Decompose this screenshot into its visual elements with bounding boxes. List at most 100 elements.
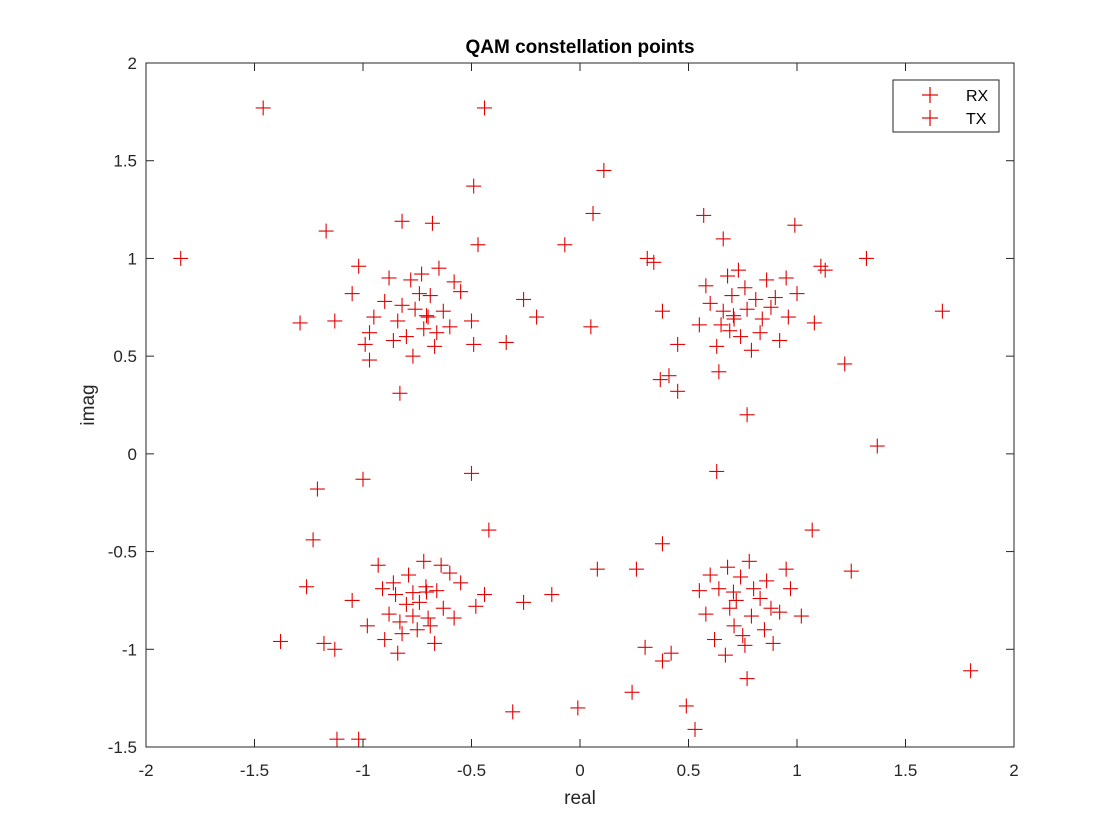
data-point-rx bbox=[739, 301, 755, 317]
data-point-rx bbox=[707, 632, 723, 648]
data-point-rx bbox=[789, 286, 805, 302]
y-tick-label: 0.5 bbox=[113, 347, 137, 366]
legend-item-tx: TX bbox=[922, 110, 987, 128]
data-point-rx bbox=[359, 618, 375, 634]
data-point-rx bbox=[351, 731, 367, 747]
legend-label-tx: TX bbox=[966, 111, 987, 128]
data-point-rx bbox=[713, 317, 729, 333]
data-point-rx bbox=[544, 587, 560, 603]
data-point-rx bbox=[529, 309, 545, 325]
data-point-rx bbox=[639, 250, 655, 266]
data-point-rx bbox=[778, 561, 794, 577]
data-point-rx bbox=[663, 645, 679, 661]
data-point-rx bbox=[370, 557, 386, 573]
data-point-rx bbox=[585, 205, 601, 221]
data-point-rx bbox=[765, 635, 781, 651]
data-point-rx bbox=[570, 700, 586, 716]
data-point-rx bbox=[557, 237, 573, 253]
data-point-tx bbox=[725, 584, 741, 600]
data-point-rx bbox=[728, 592, 744, 608]
data-point-rx bbox=[477, 587, 493, 603]
x-tick-label: 1.5 bbox=[894, 761, 918, 780]
x-tick-label: 0.5 bbox=[677, 761, 701, 780]
data-point-tx bbox=[419, 584, 435, 600]
data-point-rx bbox=[739, 407, 755, 423]
data-point-rx bbox=[344, 286, 360, 302]
data-point-rx bbox=[698, 606, 714, 622]
data-point-rx bbox=[661, 368, 677, 384]
data-point-rx bbox=[748, 291, 764, 307]
data-point-rx bbox=[793, 608, 809, 624]
data-point-rx bbox=[505, 704, 521, 720]
data-point-rx bbox=[429, 583, 445, 599]
data-point-tx bbox=[725, 308, 741, 324]
data-point-rx bbox=[403, 272, 419, 288]
data-point-rx bbox=[407, 301, 423, 317]
data-point-rx bbox=[687, 721, 703, 737]
data-point-rx bbox=[772, 333, 788, 349]
data-point-rx bbox=[730, 262, 746, 278]
data-point-rx bbox=[691, 317, 707, 333]
data-point-rx bbox=[420, 610, 436, 626]
data-point-rx bbox=[405, 348, 421, 364]
y-tick-label: 1.5 bbox=[113, 152, 137, 171]
data-point-rx bbox=[431, 260, 447, 276]
data-point-rx bbox=[309, 481, 325, 497]
data-point-rx bbox=[763, 600, 779, 616]
data-point-rx bbox=[355, 471, 371, 487]
data-point-rx bbox=[390, 645, 406, 661]
legend-item-rx: RX bbox=[922, 87, 989, 105]
data-point-rx bbox=[804, 522, 820, 538]
data-point-rx bbox=[678, 698, 694, 714]
data-point-rx bbox=[756, 622, 772, 638]
data-points-layer bbox=[173, 100, 979, 747]
data-point-rx bbox=[739, 671, 755, 687]
data-point-rx bbox=[743, 342, 759, 358]
y-tick-label: -0.5 bbox=[108, 543, 137, 562]
data-point-rx bbox=[409, 622, 425, 638]
x-tick-label: 1 bbox=[792, 761, 801, 780]
data-point-rx bbox=[709, 463, 725, 479]
data-point-rx bbox=[733, 329, 749, 345]
data-point-rx bbox=[424, 215, 440, 231]
data-point-rx bbox=[394, 626, 410, 642]
data-point-rx bbox=[416, 321, 432, 337]
data-point-rx bbox=[305, 532, 321, 548]
data-point-rx bbox=[366, 309, 382, 325]
data-point-rx bbox=[737, 280, 753, 296]
y-tick-label: 0 bbox=[128, 445, 137, 464]
data-point-rx bbox=[377, 632, 393, 648]
x-tick-label: 2 bbox=[1009, 761, 1018, 780]
x-axis-label: real bbox=[564, 788, 596, 809]
data-point-rx bbox=[481, 522, 497, 538]
x-tick-label: -2 bbox=[138, 761, 153, 780]
data-point-rx bbox=[392, 614, 408, 630]
data-point-rx bbox=[344, 592, 360, 608]
data-point-rx bbox=[596, 162, 612, 178]
data-point-rx bbox=[715, 231, 731, 247]
data-point-rx bbox=[453, 284, 469, 300]
data-point-rx bbox=[385, 333, 401, 349]
data-point-rx bbox=[711, 364, 727, 380]
data-point-rx bbox=[654, 536, 670, 552]
data-point-rx bbox=[388, 587, 404, 603]
data-point-rx bbox=[375, 581, 391, 597]
data-point-rx bbox=[422, 288, 438, 304]
data-point-rx bbox=[743, 608, 759, 624]
data-point-rx bbox=[711, 581, 727, 597]
data-point-rx bbox=[813, 258, 829, 274]
data-point-rx bbox=[624, 684, 640, 700]
data-point-rx bbox=[733, 569, 749, 585]
data-point-rx bbox=[173, 250, 189, 266]
data-point-rx bbox=[470, 237, 486, 253]
data-point-rx bbox=[405, 585, 421, 601]
data-point-rx bbox=[394, 297, 410, 313]
data-point-rx bbox=[466, 178, 482, 194]
data-point-rx bbox=[446, 610, 462, 626]
data-point-rx bbox=[583, 319, 599, 335]
legend-box bbox=[892, 79, 1000, 133]
data-point-rx bbox=[652, 372, 668, 388]
y-tick-label: -1.5 bbox=[108, 738, 137, 757]
y-tick-label: 1 bbox=[128, 249, 137, 268]
